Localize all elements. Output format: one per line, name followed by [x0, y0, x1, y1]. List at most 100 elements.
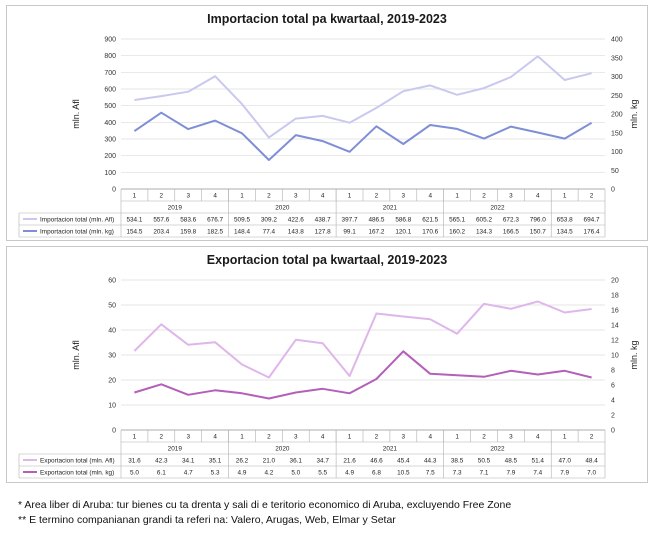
export-y2-axis-label: mln. kg: [629, 340, 639, 369]
import-series-line-1: [134, 55, 592, 139]
import-quarter-label: 4: [536, 193, 540, 200]
export-data-label: 45.4: [397, 457, 410, 464]
import-y2-tick-label: 350: [611, 55, 623, 62]
export-data-label: 44.3: [424, 457, 437, 464]
export-y2-tick-label: 20: [611, 278, 619, 285]
import-data-label: 154.5: [126, 228, 142, 235]
export-data-label: 42.3: [155, 457, 168, 464]
export-quarter-label: 2: [375, 434, 379, 441]
import-data-label: 134.3: [476, 228, 492, 235]
export-quarter-label: 1: [240, 434, 244, 441]
export-data-label: 6.1: [157, 469, 166, 476]
export-y2-tick-label: 10: [611, 353, 619, 360]
import-data-label: 134.5: [557, 228, 573, 235]
export-data-label: 51.4: [532, 457, 545, 464]
export-quarter-label: 2: [267, 434, 271, 441]
import-quarter-label: 4: [213, 193, 217, 200]
export-y2-tick-label: 2: [611, 413, 615, 420]
import-quarter-label: 2: [482, 193, 486, 200]
export-y-tick-label: 20: [108, 378, 116, 385]
import-data-label: 143.8: [288, 228, 304, 235]
export-y2-tick-label: 14: [611, 323, 619, 330]
import-quarter-label: 1: [348, 193, 352, 200]
import-y-tick-label: 200: [104, 153, 116, 160]
export-data-label: 5.0: [130, 469, 139, 476]
import-y2-tick-label: 250: [611, 93, 623, 100]
import-data-label: 167.2: [368, 228, 384, 235]
export-y2-tick-label: 18: [611, 293, 619, 300]
export-quarter-label: 3: [402, 434, 406, 441]
export-quarter-label: 3: [186, 434, 190, 441]
import-quarter-label: 2: [375, 193, 379, 200]
import-data-label: 422.6: [288, 216, 304, 223]
export-year-label: 2021: [383, 446, 398, 453]
export-y2-tick-label: 8: [611, 368, 615, 375]
import-series-name-1: Importacion total (mln. Afl): [40, 216, 114, 223]
export-y-tick-label: 60: [108, 278, 116, 285]
export-data-label: 50.5: [478, 457, 491, 464]
import-y2-tick-label: 200: [611, 112, 623, 119]
export-quarter-label: 4: [536, 434, 540, 441]
import-y2-tick-label: 0: [611, 187, 615, 194]
export-y-tick-label: 0: [112, 428, 116, 435]
export-quarter-label: 4: [213, 434, 217, 441]
export-y2-tick-label: 6: [611, 383, 615, 390]
export-data-label: 4.9: [345, 469, 354, 476]
export-data-label: 5.5: [318, 469, 327, 476]
export-data-label: 10.5: [397, 469, 410, 476]
import-y-axis-label: mln. Afl: [71, 99, 81, 129]
import-y2-tick-label: 100: [611, 149, 623, 156]
export-data-label: 21.6: [343, 457, 356, 464]
footnotes: * Area liber di Aruba: tur bienes cu ta …: [18, 498, 511, 528]
import-y2-tick-label: 400: [611, 37, 623, 44]
export-y2-tick-label: 12: [611, 338, 619, 345]
export-quarter-label: 4: [321, 434, 325, 441]
import-quarter-label: 4: [321, 193, 325, 200]
import-data-label: 166.5: [503, 228, 519, 235]
import-data-label: 182.5: [207, 228, 223, 235]
export-quarter-label: 2: [482, 434, 486, 441]
import-y-tick-label: 900: [104, 37, 116, 44]
import-quarter-label: 1: [133, 193, 137, 200]
export-y-tick-label: 50: [108, 303, 116, 310]
export-data-label: 4.7: [184, 469, 193, 476]
import-data-label: 486.5: [368, 216, 384, 223]
import-quarter-label: 4: [428, 193, 432, 200]
import-data-label: 77.4: [263, 228, 276, 235]
export-quarter-label: 1: [563, 434, 567, 441]
import-data-label: 148.4: [234, 228, 250, 235]
import-data-label: 438.7: [315, 216, 331, 223]
export-data-label: 7.9: [506, 469, 515, 476]
export-y-tick-label: 40: [108, 328, 116, 335]
import-data-label: 120.1: [395, 228, 411, 235]
import-series-name-2: Importacion total (mln. kg): [40, 228, 114, 235]
import-data-label: 99.1: [343, 228, 356, 235]
import-data-label: 557.6: [153, 216, 169, 223]
import-quarter-label: 1: [455, 193, 459, 200]
export-y2-tick-label: 4: [611, 398, 615, 405]
import-chart-panel: Importacion total pa kwartaal, 2019-2023…: [6, 5, 648, 241]
import-quarter-label: 1: [240, 193, 244, 200]
export-chart: Exportacion total pa kwartaal, 2019-2023…: [18, 253, 639, 479]
export-series-name-1: Exportacion total (mln. Afl): [40, 457, 115, 464]
export-year-label: 2022: [490, 446, 505, 453]
import-data-label: 509.5: [234, 216, 250, 223]
import-year-label: 2020: [275, 205, 290, 212]
export-data-label: 47.0: [558, 457, 571, 464]
import-quarter-label: 3: [186, 193, 190, 200]
import-y-tick-label: 400: [104, 120, 116, 127]
import-data-label: 160.2: [449, 228, 465, 235]
import-quarter-label: 2: [590, 193, 594, 200]
export-data-label: 38.5: [451, 457, 464, 464]
import-data-label: 676.7: [207, 216, 223, 223]
import-quarter-label: 3: [294, 193, 298, 200]
import-quarter-label: 3: [509, 193, 513, 200]
export-data-label: 4.2: [264, 469, 273, 476]
export-series-line-1: [133, 300, 592, 379]
export-quarter-label: 1: [348, 434, 352, 441]
export-chart-title: Exportacion total pa kwartaal, 2019-2023: [207, 253, 447, 267]
import-y2-tick-label: 150: [611, 130, 623, 137]
export-data-label: 7.5: [426, 469, 435, 476]
import-y-tick-label: 300: [104, 137, 116, 144]
export-data-label: 26.2: [236, 457, 249, 464]
